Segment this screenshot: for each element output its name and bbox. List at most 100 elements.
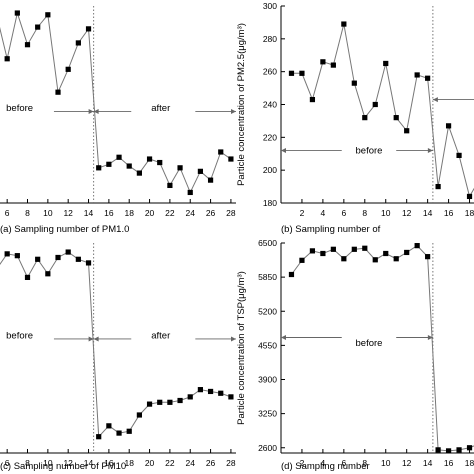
arrow-head — [93, 109, 99, 115]
x-tick-label: 2 — [300, 208, 305, 218]
data-point — [96, 165, 102, 171]
x-tick-label: 14 — [84, 458, 94, 468]
data-point — [330, 62, 336, 68]
x-tick-label: 18 — [124, 458, 134, 468]
data-point — [4, 251, 10, 257]
x-tick-label: 10 — [381, 208, 391, 218]
annotation-before: before — [356, 338, 383, 349]
data-point — [372, 101, 378, 108]
y-tick-label: 6500 — [258, 238, 277, 248]
x-tick-label: 2 — [300, 458, 305, 468]
x-tick-label: 14 — [84, 208, 94, 218]
series-line — [0, 251, 232, 438]
data-point — [404, 128, 410, 134]
arrow-head — [231, 109, 236, 115]
x-tick-label: 16 — [444, 458, 454, 468]
data-point — [299, 257, 305, 263]
series-line — [291, 244, 474, 452]
data-point — [55, 89, 61, 95]
data-point — [146, 401, 153, 407]
data-point — [228, 156, 234, 162]
data-point — [197, 387, 204, 393]
data-point — [75, 256, 81, 262]
x-tick-label: 28 — [226, 208, 236, 218]
x-tick-label: 12 — [63, 208, 73, 218]
arrow-head — [427, 335, 433, 340]
y-tick-label: 4550 — [258, 340, 277, 350]
x-tick-label: 6 — [5, 208, 10, 218]
data-point — [126, 163, 132, 169]
x-tick-label: 16 — [444, 208, 454, 218]
data-point — [126, 428, 132, 434]
panel-caption: (c) Sampling number of PM10 — [0, 461, 126, 472]
panel-a: 6 8 10 12 14 16 18 20 22 24 26 28 before after (a) Sam… — [0, 6, 236, 235]
arrow-head — [93, 336, 99, 342]
y-axis-label: Particle concentration of TSP(μg/m³) — [236, 271, 247, 425]
arrow-head — [281, 335, 286, 340]
panel-b: 2 4 6 8 10 12 14 16 18 180 200 220 240 260 280 300 Parti… — [236, 1, 474, 235]
y-tick-label: 5850 — [258, 272, 277, 282]
arrow-head — [432, 97, 438, 103]
data-point — [187, 189, 193, 196]
data-point — [309, 248, 316, 254]
x-tick-label: 6 — [5, 458, 10, 468]
x-tick-label: 16 — [104, 458, 114, 468]
data-point — [383, 250, 389, 257]
data-point — [320, 59, 326, 65]
data-point — [288, 271, 295, 278]
y-tick-label: 5200 — [258, 306, 277, 316]
arrow-head — [427, 147, 433, 153]
x-tick-label: 22 — [165, 458, 175, 468]
y-tick-label: 260 — [263, 67, 277, 77]
data-point — [445, 123, 452, 129]
annotation-after: after — [151, 330, 170, 341]
x-tick-label: 18 — [124, 208, 134, 218]
data-point — [425, 75, 431, 81]
series-line — [0, 11, 232, 194]
data-point — [35, 256, 41, 262]
data-point — [55, 254, 61, 261]
data-point — [106, 423, 112, 429]
data-point — [207, 177, 214, 183]
data-point — [187, 394, 193, 400]
x-tick-label: 26 — [206, 458, 216, 468]
x-tick-label: 18 — [465, 458, 474, 468]
data-point — [136, 170, 142, 176]
data-point — [393, 115, 399, 121]
data-point — [14, 253, 20, 259]
data-point — [65, 249, 71, 255]
data-point — [404, 249, 410, 256]
data-point — [362, 245, 368, 251]
y-tick-label: 3900 — [258, 375, 277, 385]
x-tick-label: 20 — [145, 208, 155, 218]
data-point — [4, 56, 10, 62]
y-tick-label: 200 — [263, 165, 277, 175]
x-tick-label: 16 — [104, 208, 114, 218]
data-point — [414, 72, 420, 78]
x-tick-label: 10 — [43, 208, 53, 218]
x-tick-label: 4 — [321, 458, 326, 468]
data-point — [445, 448, 452, 454]
arrow-head — [281, 147, 286, 153]
annotation-before: before — [356, 145, 383, 156]
data-point — [218, 390, 224, 396]
data-point — [14, 10, 20, 16]
x-tick-label: 8 — [25, 208, 30, 218]
data-point — [288, 70, 295, 76]
x-tick-label: 8 — [362, 458, 367, 468]
data-point — [197, 168, 204, 174]
x-tick-label: 14 — [423, 208, 433, 218]
x-tick-label: 18 — [465, 208, 474, 218]
data-point — [35, 24, 41, 30]
data-point — [383, 60, 389, 67]
data-point — [106, 161, 112, 167]
x-tick-label: 14 — [423, 458, 433, 468]
data-point — [136, 412, 142, 418]
data-point — [320, 250, 326, 257]
data-point — [65, 66, 71, 72]
x-tick-label: 12 — [402, 458, 412, 468]
y-tick-label: 300 — [263, 1, 277, 11]
data-point — [24, 42, 31, 48]
data-point — [75, 40, 81, 46]
